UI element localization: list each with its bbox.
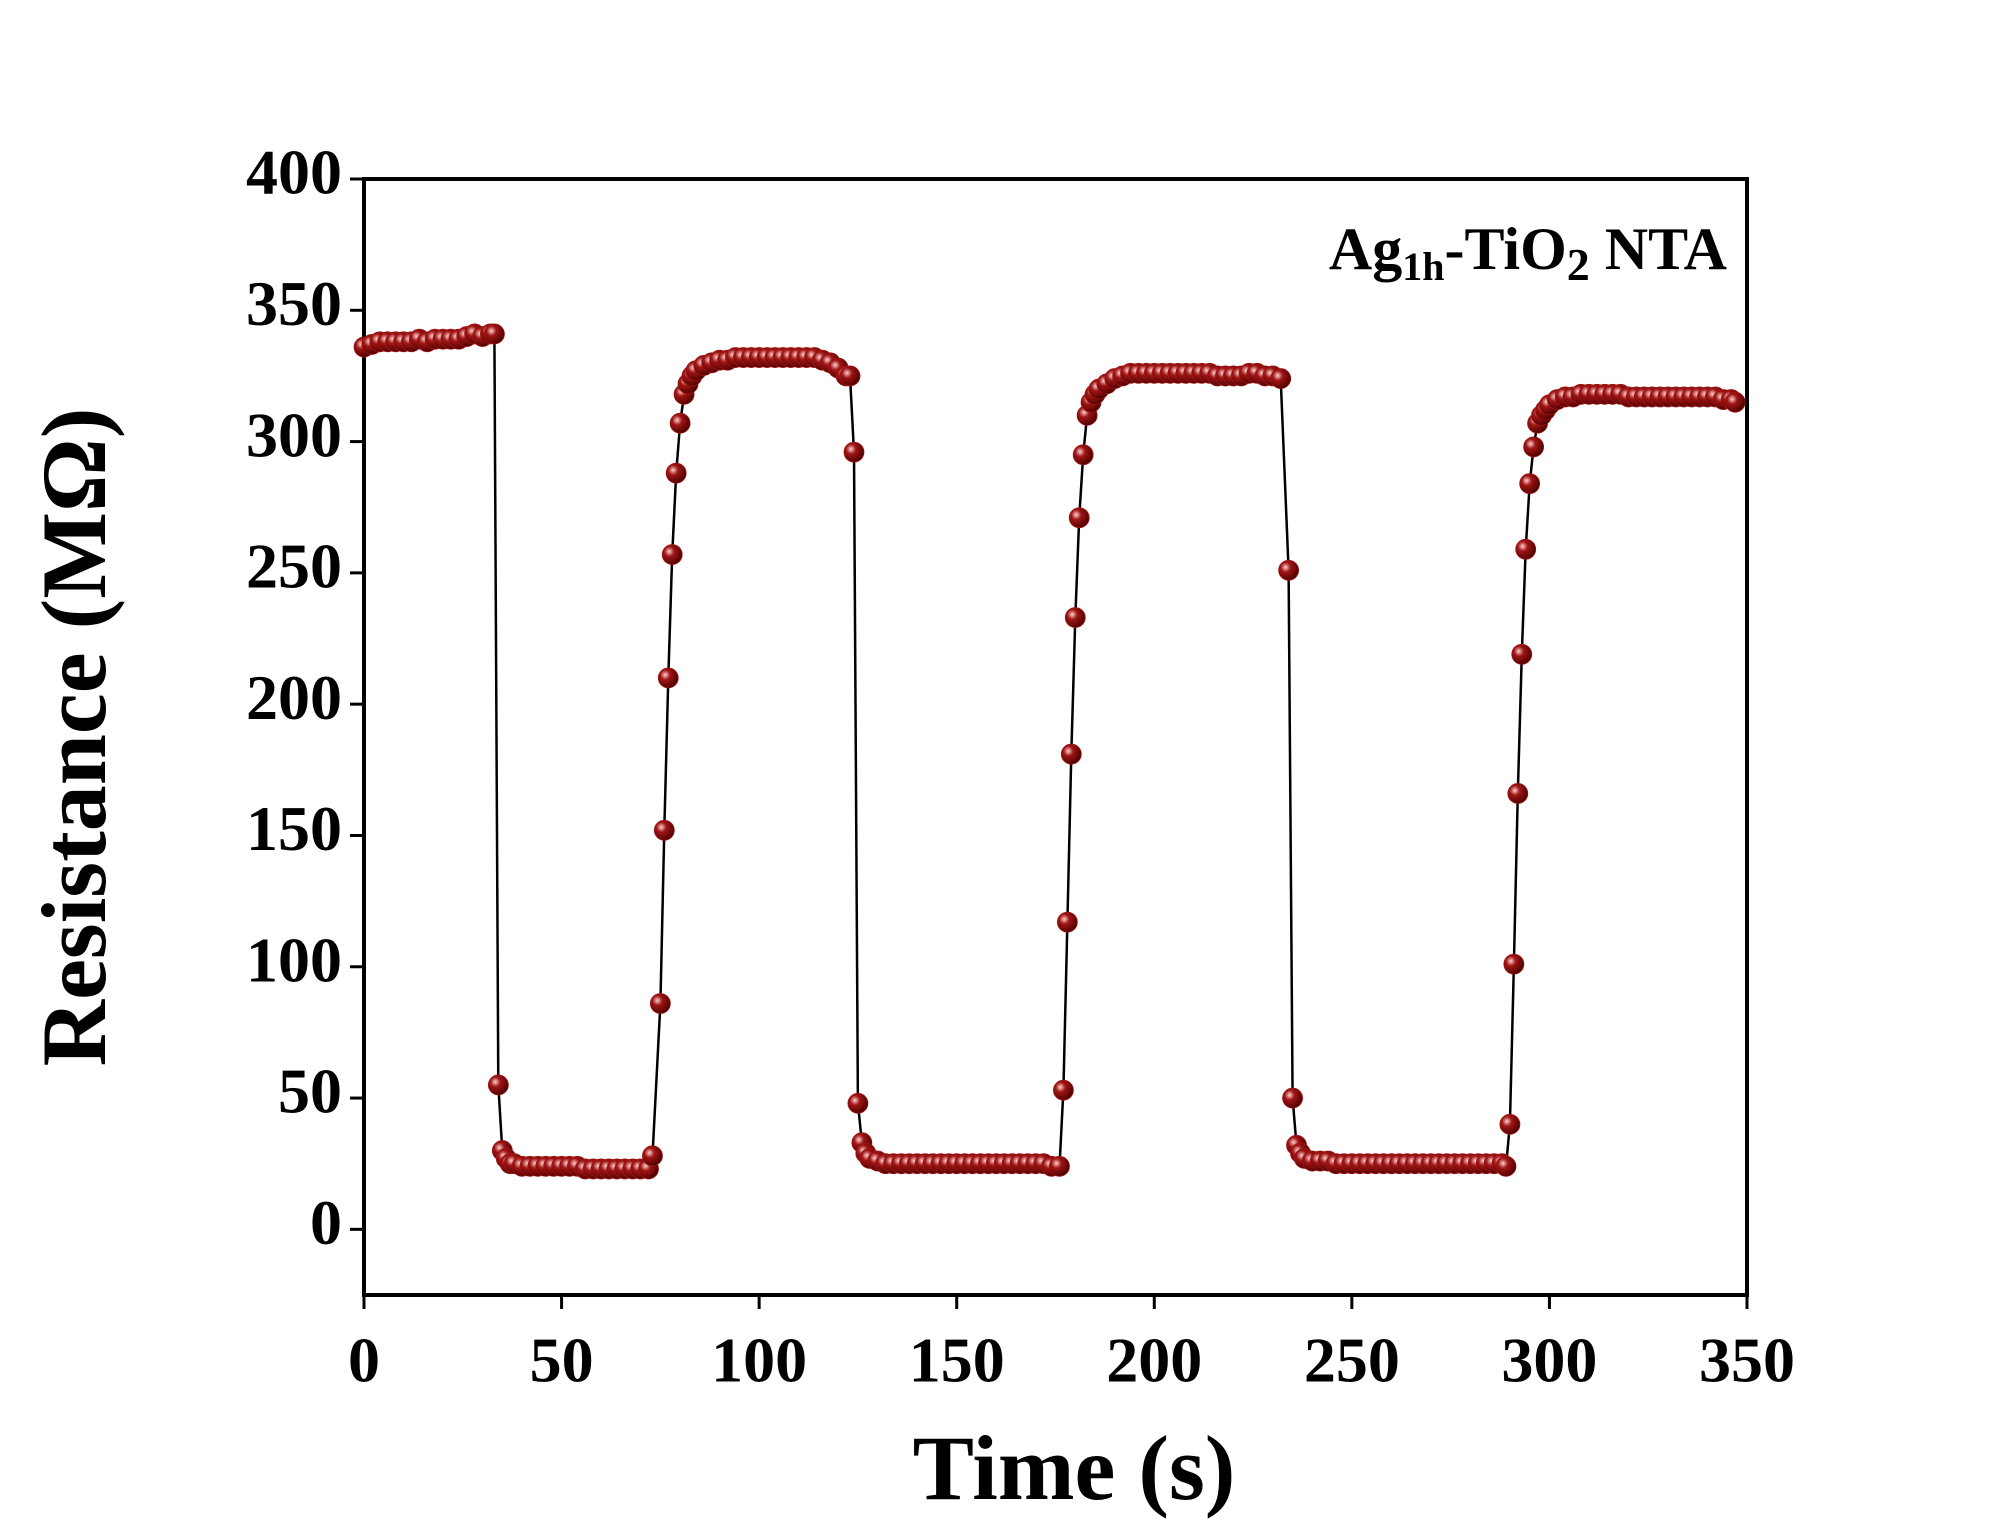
x-tick-label: 50 [530, 1325, 594, 1396]
y-tick-label: 250 [246, 531, 342, 602]
data-point [1519, 473, 1541, 495]
data-point [1064, 607, 1086, 628]
data-point [1511, 643, 1533, 665]
data-point [1056, 911, 1078, 933]
data-point [649, 993, 671, 1014]
y-tick-label: 50 [278, 1056, 342, 1127]
x-tick-label: 150 [909, 1325, 1005, 1396]
y-tick-label: 300 [246, 399, 342, 470]
data-point [1507, 783, 1529, 804]
data-point [1282, 1087, 1303, 1109]
data-point [487, 1074, 509, 1096]
x-tick-label: 250 [1304, 1325, 1400, 1396]
x-tick-label: 0 [348, 1325, 380, 1396]
data-point [1278, 559, 1300, 581]
y-tick-label: 200 [246, 662, 342, 733]
x-tick-label: 350 [1699, 1325, 1795, 1396]
x-tick-label: 200 [1106, 1325, 1202, 1396]
x-axis-label: Time (s) [913, 1417, 1236, 1519]
y-axis-label: Resistance (MΩ) [23, 408, 125, 1067]
data-point [1503, 953, 1525, 975]
data-point [642, 1145, 663, 1167]
data-point [1072, 444, 1094, 466]
data-point [1053, 1079, 1074, 1101]
data-point [1515, 538, 1537, 560]
data-point [843, 441, 865, 463]
x-tick-label: 100 [711, 1325, 807, 1396]
data-point [661, 544, 683, 565]
data-point [657, 667, 679, 689]
annotation: Ag1h-TiO2 NTA [1329, 216, 1727, 290]
y-tick-label: 100 [246, 924, 342, 995]
data-point [839, 365, 861, 387]
data-point [1495, 1155, 1517, 1177]
y-tick-label: 0 [310, 1187, 342, 1258]
data-point [483, 323, 505, 345]
data-point [1724, 391, 1746, 413]
y-tick-label: 150 [246, 793, 342, 864]
data-point [1068, 507, 1090, 529]
x-tick-label: 300 [1501, 1325, 1597, 1396]
plot-frame [362, 177, 1749, 1297]
data-point [1060, 743, 1082, 765]
data-point [653, 819, 675, 841]
data-point [1499, 1113, 1521, 1135]
data-point [665, 462, 687, 484]
y-tick-label: 350 [246, 268, 342, 339]
data-line [363, 332, 1736, 1171]
data-point [669, 412, 691, 434]
data-point [1523, 436, 1545, 458]
data-point [1270, 368, 1292, 389]
data-point [1049, 1155, 1070, 1177]
y-tick-label: 400 [246, 137, 342, 208]
data-point [847, 1092, 869, 1114]
